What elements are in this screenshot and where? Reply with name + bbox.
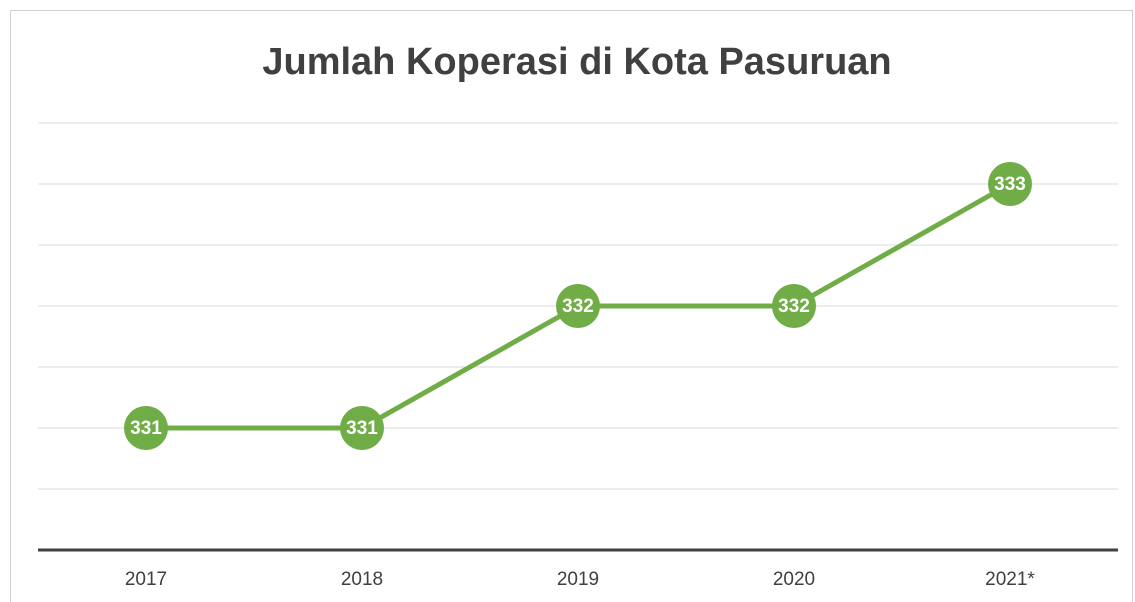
data-point [124,406,168,450]
data-label: 333 [994,174,1026,195]
data-point [556,284,600,328]
data-label: 332 [562,296,594,317]
x-tick-label: 2017 [125,569,167,590]
data-point [772,284,816,328]
x-tick-label: 2020 [773,569,815,590]
data-label: 331 [346,418,378,439]
chart-title: Jumlah Koperasi di Kota Pasuruan [262,41,891,83]
x-tick-label: 2021* [985,569,1035,590]
data-label: 332 [778,296,810,317]
x-tick-label: 2018 [341,569,383,590]
data-point [988,162,1032,206]
data-point [340,406,384,450]
x-tick-label: 2019 [557,569,599,590]
data-label: 331 [130,418,162,439]
